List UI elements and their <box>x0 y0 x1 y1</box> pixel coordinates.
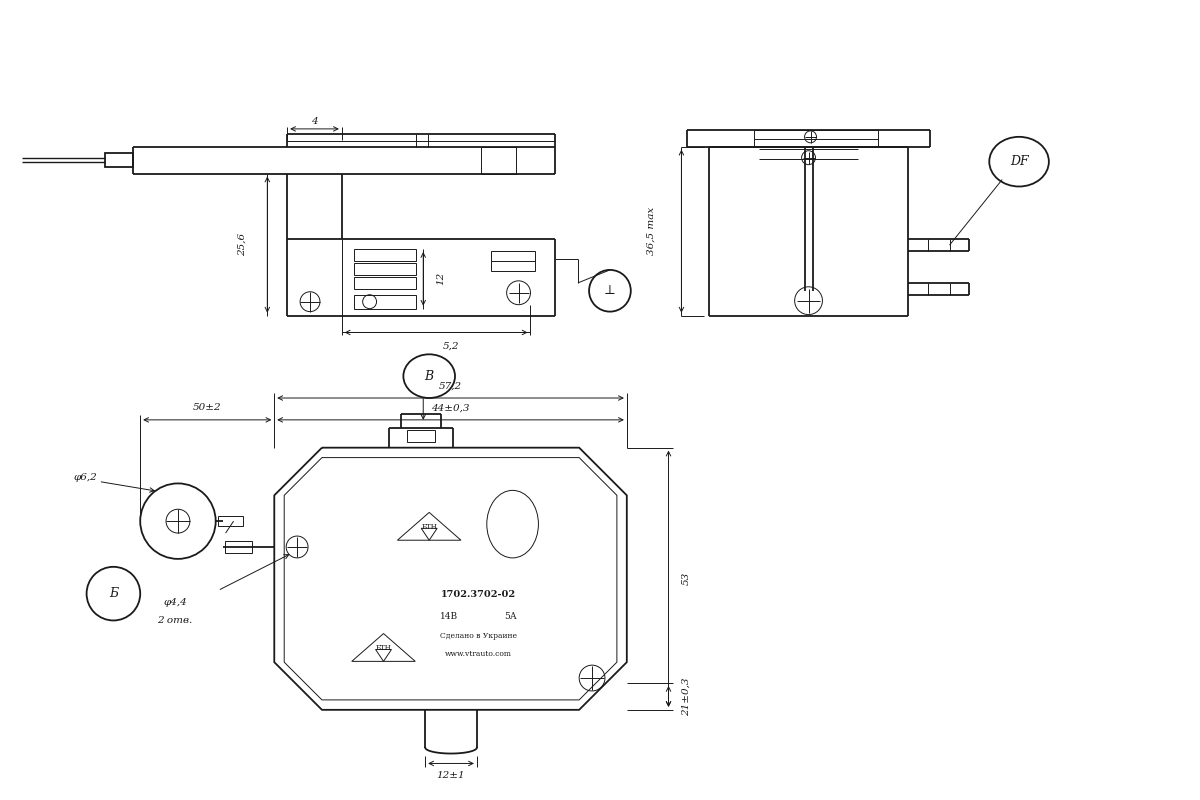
Bar <box>491 251 535 271</box>
Bar <box>217 516 244 526</box>
Text: 36,5 max: 36,5 max <box>647 207 656 255</box>
Bar <box>481 146 516 174</box>
Text: 14В: 14В <box>440 612 458 621</box>
Text: 5,2: 5,2 <box>443 342 460 351</box>
Ellipse shape <box>86 567 140 621</box>
Text: 1702.3702-02: 1702.3702-02 <box>442 590 516 599</box>
Ellipse shape <box>403 354 455 398</box>
Text: 12: 12 <box>437 272 445 286</box>
Text: Б: Б <box>109 587 118 600</box>
Text: www.vtrauto.com: www.vtrauto.com <box>445 650 512 658</box>
Bar <box>407 430 436 442</box>
Bar <box>354 263 416 275</box>
Text: 57,2: 57,2 <box>439 382 462 390</box>
Bar <box>354 249 416 261</box>
Text: B: B <box>425 370 433 382</box>
Text: DF: DF <box>1009 155 1028 168</box>
Text: ⊥: ⊥ <box>604 284 616 298</box>
Text: БТН: БТН <box>421 523 437 531</box>
Text: 4: 4 <box>311 118 317 126</box>
Bar <box>354 277 416 289</box>
Ellipse shape <box>989 137 1049 186</box>
Text: Сделано в Украине: Сделано в Украине <box>440 632 517 640</box>
Text: 53: 53 <box>682 572 691 586</box>
Text: 21±0,3: 21±0,3 <box>682 677 691 716</box>
Text: БТН: БТН <box>376 644 391 652</box>
Ellipse shape <box>589 270 631 312</box>
Text: 2 отв.: 2 отв. <box>157 616 192 625</box>
Text: φ4,4: φ4,4 <box>163 598 187 607</box>
Text: 50±2: 50±2 <box>193 403 222 413</box>
Bar <box>754 130 878 146</box>
Text: 25,6: 25,6 <box>238 233 247 256</box>
Text: 44±0,3: 44±0,3 <box>431 403 469 413</box>
Bar <box>354 294 416 309</box>
Text: φ6,2: φ6,2 <box>73 473 97 482</box>
Text: 5А: 5А <box>504 612 517 621</box>
Bar <box>224 541 252 553</box>
Bar <box>106 153 133 166</box>
Text: 12±1: 12±1 <box>437 771 466 780</box>
